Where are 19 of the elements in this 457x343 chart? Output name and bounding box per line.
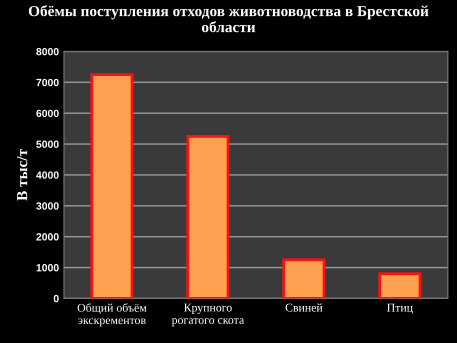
x-tick-label: Свиней (286, 303, 322, 312)
bar (378, 272, 422, 298)
chart-title: Обёмы поступления отходов животноводства в Брестской области (28, 5, 428, 32)
y-tick-label: 5000 (36, 140, 59, 148)
y-tick-label: 2000 (36, 233, 59, 241)
bar (282, 258, 326, 298)
y-tick-label: 0 (54, 294, 59, 302)
y-tick-label: 7000 (36, 78, 59, 86)
x-tick-label: Общий объём экскрементов (78, 303, 147, 327)
y-tick-label: 4000 (36, 171, 59, 179)
bar (186, 134, 230, 298)
x-tick-label: Крупного рогатого скота (172, 304, 244, 326)
y-axis-title: В тыс/т (17, 149, 28, 201)
y-tick-label: 3000 (36, 202, 59, 210)
bar (90, 73, 134, 298)
y-tick-label: 6000 (36, 110, 59, 118)
x-tick-label: Птиц (387, 304, 413, 314)
y-tick-label: 1000 (36, 264, 59, 272)
y-tick-label: 8000 (36, 48, 59, 56)
